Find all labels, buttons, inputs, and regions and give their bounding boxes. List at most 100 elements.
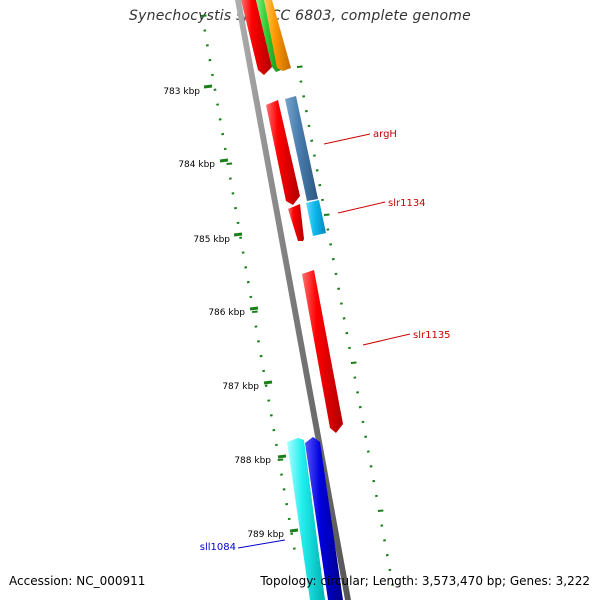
minor-tick-right (307, 124, 311, 128)
minor-tick-left (211, 73, 214, 77)
kbp-tick-784 (219, 158, 229, 163)
minor-tick-left (239, 236, 243, 239)
minor-tick-left (234, 206, 237, 210)
minor-tick-right (329, 243, 333, 246)
minor-tick-left (277, 458, 284, 461)
gene-steelblue[interactable] (285, 96, 318, 201)
slr1135-label[interactable]: slr1135 (413, 330, 451, 341)
minor-tick-left (259, 354, 263, 358)
slr1134-label[interactable]: slr1134 (388, 198, 426, 209)
minor-tick-left (223, 147, 227, 151)
gene-orange-top[interactable] (264, 0, 291, 71)
minor-tick-right (331, 257, 335, 261)
accession-text: Accession: NC_000911 (9, 574, 146, 588)
minor-tick-left (274, 443, 278, 447)
minor-tick-left (282, 488, 286, 491)
kbp-label-787: 787 kbp (222, 382, 259, 392)
minor-tick-left (236, 221, 240, 225)
minor-tick-right (304, 109, 308, 113)
genome-summary-text: Topology: circular; Length: 3,573,470 bp… (260, 574, 590, 588)
minor-tick-right (372, 479, 376, 483)
minor-tick-left (216, 103, 220, 106)
minor-tick-left (226, 162, 233, 165)
minor-tick-right (353, 376, 357, 379)
minor-tick-left (280, 473, 283, 476)
minor-tick-right (312, 154, 316, 157)
minor-tick-left (267, 399, 271, 402)
tick-column-left (200, 14, 296, 550)
kbp-tick-786 (249, 306, 259, 311)
minor-tick-right (310, 139, 314, 142)
kbp-label-789: 789 kbp (247, 530, 284, 540)
minor-tick-left (205, 44, 209, 47)
minor-tick-right (299, 80, 303, 83)
minor-tick-right (383, 539, 386, 542)
minor-tick-right (366, 450, 370, 453)
minor-tick-left (244, 266, 248, 269)
gene-features (241, 0, 343, 600)
minor-tick-right (391, 583, 395, 586)
minor-tick-right (369, 465, 373, 468)
minor-tick-left (249, 295, 253, 299)
minor-tick-left (246, 280, 250, 284)
gene-blue[interactable] (305, 437, 343, 600)
kbp-scale: 783 kbp 784 kbp 785 kbp 786 kbp 787 kbp … (163, 84, 299, 540)
slr1135-leader-line (362, 333, 411, 346)
argH-label[interactable]: argH (373, 129, 397, 140)
kbp-tick-785 (233, 232, 243, 237)
gene-argH[interactable] (266, 100, 300, 205)
minor-tick-right (364, 435, 368, 438)
minor-tick-right (326, 228, 330, 231)
gene-slr1134[interactable] (306, 200, 326, 236)
gene-labels: argH slr1134 slr1135 sll1084 (200, 129, 451, 553)
gene-red-top[interactable] (241, 0, 272, 75)
minor-tick-left (292, 547, 296, 550)
minor-tick-left (218, 118, 222, 121)
minor-tick-right (356, 391, 360, 394)
minor-tick-right (374, 494, 378, 498)
kbp-label-788: 788 kbp (234, 456, 271, 466)
argH-leader-line (323, 133, 371, 145)
map-title: Synechocystis sp. PCC 6803, complete gen… (129, 8, 471, 24)
minor-tick-right (334, 272, 338, 276)
kbp-label-783: 783 kbp (163, 87, 200, 97)
minor-tick-right (380, 524, 384, 527)
minor-tick-left (241, 251, 245, 254)
minor-tick-right (337, 287, 341, 290)
minor-tick-right (358, 405, 362, 409)
minor-tick-left (231, 192, 235, 195)
minor-tick-right (342, 317, 346, 320)
minor-tick-left (269, 414, 273, 417)
minor-tick-left (203, 29, 207, 32)
kbp-tick-783 (203, 84, 213, 89)
minor-tick-right (302, 95, 306, 98)
minor-tick-left (290, 532, 294, 535)
minor-tick-left (221, 132, 225, 136)
gene-slr1135[interactable] (302, 270, 343, 433)
tick-column-right (296, 65, 395, 586)
minor-tick-left (254, 325, 258, 328)
minor-tick-right (296, 65, 303, 68)
sll1084-label[interactable]: sll1084 (200, 542, 236, 553)
genome-backbone (235, 0, 351, 600)
minor-tick-right (345, 331, 349, 335)
slr1134-leader-line (337, 201, 386, 214)
minor-tick-left (262, 369, 266, 373)
minor-tick-left (228, 177, 232, 180)
minor-tick-left (200, 14, 207, 17)
kbp-tick-789 (289, 528, 299, 533)
kbp-tick-787 (263, 380, 273, 385)
minor-tick-right (315, 169, 319, 172)
minor-tick-left (257, 340, 260, 343)
minor-tick-right (321, 198, 324, 202)
gene-sll1084[interactable] (287, 438, 325, 600)
sll1084-leader-line (237, 539, 286, 549)
gene-red-small[interactable] (288, 204, 304, 241)
minor-tick-left (208, 58, 212, 62)
minor-tick-right (361, 420, 365, 424)
minor-tick-left (285, 502, 289, 506)
minor-tick-left (252, 310, 258, 313)
kbp-label-786: 786 kbp (208, 308, 245, 318)
minor-tick-left (272, 428, 276, 432)
